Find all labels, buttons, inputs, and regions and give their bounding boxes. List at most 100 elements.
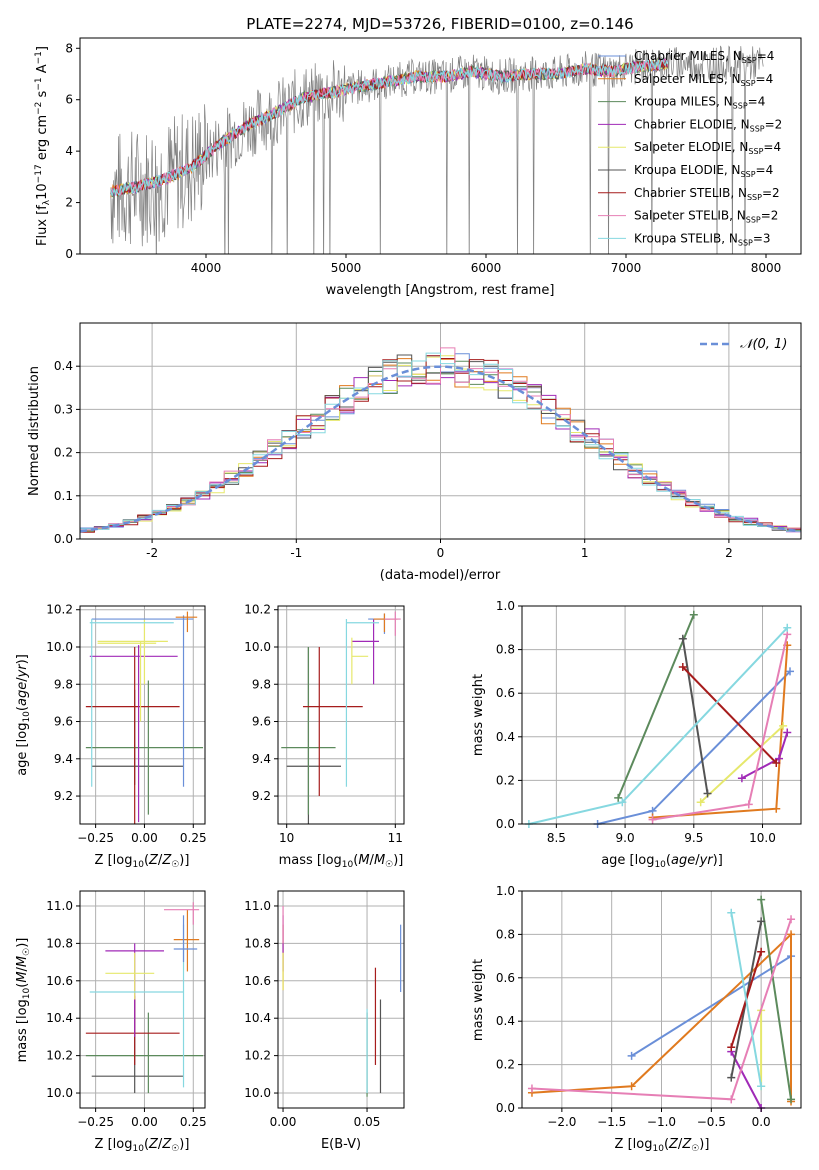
legend-nssp: =2 xyxy=(762,186,780,200)
y-tick-label: 6 xyxy=(65,93,73,107)
legend-nssp: =4 xyxy=(756,163,774,177)
y-tick-label: 9.6 xyxy=(54,715,73,729)
x-tick-label: 9.0 xyxy=(616,831,635,845)
weight-marker xyxy=(727,1043,736,1052)
x-tick-label: 0.0 xyxy=(752,1115,771,1129)
legend-subscript: SSP xyxy=(741,79,756,88)
weight-line xyxy=(730,1051,762,1109)
spectrum-frame xyxy=(79,37,802,255)
y-tick-label: 0.3 xyxy=(54,402,73,416)
weight-age-ylabel: mass weight xyxy=(471,674,486,756)
y-tick-label: 10.8 xyxy=(46,936,73,950)
y-tick-label: 0.0 xyxy=(496,817,515,831)
legend-nssp: =4 xyxy=(756,72,774,86)
y-tick-label: 10.2 xyxy=(244,603,271,617)
legend-label: Chabrier STELIB, NSSP=2 xyxy=(634,186,780,202)
y-tick-label: 0.1 xyxy=(54,489,73,503)
y-tick-label: 0.2 xyxy=(54,446,73,460)
weight-marker xyxy=(757,947,766,956)
y-tick-label: 0.4 xyxy=(496,730,515,744)
weight-marker xyxy=(786,667,795,676)
legend-label: Chabrier ELODIE, NSSP=2 xyxy=(634,117,782,133)
weight-z-xlabel: Z [log10(Z/Z☉)] xyxy=(615,1137,710,1154)
weight-marker xyxy=(775,754,784,763)
x-tick-label: −1.0 xyxy=(647,1115,676,1129)
age-z-panel: −0.25 0.00 0.25 9.2 9.4 9.6 9.8 10.0 10.2 Z [log… xyxy=(15,603,207,870)
weight-marker xyxy=(727,1095,736,1104)
x-tick-label: 4000 xyxy=(191,261,222,275)
weight-marker xyxy=(727,1073,736,1082)
x-tick-label: −0.25 xyxy=(77,1115,114,1129)
y-tick-label: 9.4 xyxy=(252,752,271,766)
y-tick-label: 10.6 xyxy=(244,974,271,988)
x-tick-label: 2 xyxy=(725,546,733,560)
weight-line xyxy=(682,666,778,764)
y-tick-label: 0.4 xyxy=(496,1014,515,1028)
mass-ebv-panel: 0.00 0.05 10.0 10.2 10.4 10.6 10.8 11.0 E(B-V) xyxy=(244,890,405,1152)
weight-age-panel: 8.5 9.0 9.5 10.0 0.0 0.2 0.4 0.6 0.8 1.0 age [log… xyxy=(471,599,802,870)
weight-marker xyxy=(757,1082,766,1091)
legend-label: Salpeter ELODIE, NSSP=4 xyxy=(634,140,781,156)
y-tick-label: 0 xyxy=(65,247,73,261)
legend-subscript: SSP xyxy=(746,216,761,225)
x-tick-label: 0.05 xyxy=(354,1115,381,1129)
weight-marker xyxy=(787,1095,796,1104)
weight-marker xyxy=(614,793,623,802)
mass-z-frame xyxy=(79,890,206,1109)
y-tick-label: 0.2 xyxy=(496,773,515,787)
weight-age-frame xyxy=(521,605,802,825)
weight-marker xyxy=(727,908,736,917)
weight-line xyxy=(700,725,784,803)
y-tick-label: 10.6 xyxy=(46,974,73,988)
residual-panel: -2 -1 0 1 2 0.0 0.1 0.2 0.3 0.4 (data-model)/erro… xyxy=(27,322,802,583)
weight-marker xyxy=(787,930,796,939)
y-tick-label: 9.8 xyxy=(252,677,271,691)
x-tick-label: 8.5 xyxy=(547,831,566,845)
legend-subscript: SSP xyxy=(741,170,756,179)
weight-marker xyxy=(757,895,766,904)
x-tick-label: −0.5 xyxy=(697,1115,726,1129)
weight-age-xlabel: age [log10(age/yr)] xyxy=(601,853,723,870)
x-tick-label: 0.25 xyxy=(180,831,207,845)
weight-z-panel: −2.0 −1.5 −1.0 −0.5 0.0 0.0 0.2 0.4 0.6 0.8 1.0 Z … xyxy=(471,884,802,1154)
x-tick-label: 7000 xyxy=(611,261,642,275)
spectrum-ylabel: Flux [fλ10−17 erg cm−2 s−1 A−1] xyxy=(34,46,52,246)
weight-marker xyxy=(772,804,781,813)
weight-marker xyxy=(689,610,698,619)
age-z-ylabel: age [log10(age/yr)] xyxy=(15,654,32,776)
weight-line xyxy=(531,932,792,1102)
weight-marker xyxy=(627,1051,636,1060)
weight-line xyxy=(730,912,763,1087)
weight-marker xyxy=(527,1084,536,1093)
y-tick-label: 4 xyxy=(65,144,73,158)
legend-subscript: SSP xyxy=(748,147,763,156)
y-tick-label: 2 xyxy=(65,196,73,210)
y-tick-label: 8 xyxy=(65,41,73,55)
weight-marker xyxy=(779,721,788,730)
y-tick-label: 11.0 xyxy=(46,899,73,913)
histogram-step xyxy=(80,352,801,532)
y-tick-label: 9.2 xyxy=(252,789,271,803)
spectrum-xlabel: wavelength [Angstrom, rest frame] xyxy=(326,283,555,298)
x-tick-label: 0.00 xyxy=(131,831,158,845)
weight-marker xyxy=(703,789,712,798)
y-tick-label: 1.0 xyxy=(496,599,515,613)
y-tick-label: 10.2 xyxy=(244,1049,271,1063)
legend-subscript: SSP xyxy=(738,238,753,247)
x-tick-label: 11 xyxy=(388,831,403,845)
legend-subscript: SSP xyxy=(733,102,748,111)
y-tick-label: 10.8 xyxy=(244,936,271,950)
legend-label: Salpeter STELIB, NSSP=2 xyxy=(634,209,778,225)
y-tick-label: 0.0 xyxy=(54,532,73,546)
x-tick-label: 0.00 xyxy=(131,1115,158,1129)
weight-marker xyxy=(783,728,792,737)
weight-marker xyxy=(648,815,657,824)
legend-normal-label: 𝒩(0, 1) xyxy=(740,337,787,352)
mass-z-ylabel: mass [log10(M/M☉)] xyxy=(15,938,32,1063)
weight-marker xyxy=(696,798,705,807)
x-tick-label: 0.00 xyxy=(270,1115,297,1129)
model-spectrum-line xyxy=(110,58,668,198)
x-tick-label: 10 xyxy=(279,831,294,845)
spectrum-legend: Chabrier MILES, NSSP=4 Salpeter MILES, NS… xyxy=(598,49,782,247)
